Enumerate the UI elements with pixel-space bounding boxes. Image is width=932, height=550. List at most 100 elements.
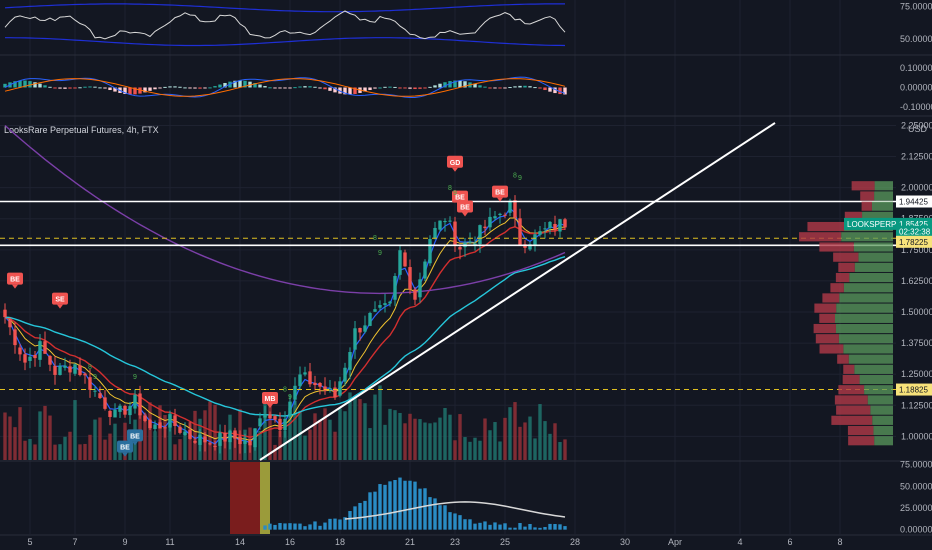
price-pane[interactable]: LooksRare Perpetual Futures, 4h, FTX USD… (0, 122, 928, 461)
volume-profile-bar (854, 364, 893, 374)
lower-indicator-bar (373, 491, 377, 530)
macd-histogram-bar (233, 80, 237, 88)
price-label-box (896, 235, 932, 248)
candle-body (558, 219, 562, 232)
macd-histogram-bar (373, 87, 377, 89)
candle-body (263, 414, 267, 418)
volume-bar (303, 435, 307, 460)
macd-pane[interactable]: 0.10000 0.00000 -0.10000 (3, 63, 932, 112)
volume-bar (373, 394, 377, 460)
oscillator-pane[interactable]: 75.00000 50.00000 (4, 2, 932, 47)
lower-indicator-bar (393, 480, 397, 530)
volume-bar (158, 405, 162, 460)
volume-bar (348, 392, 352, 460)
macd-histogram-bar (258, 84, 262, 88)
volume-bar (53, 444, 57, 460)
volume-profile-bar (872, 415, 893, 425)
badge-pointer (462, 212, 468, 217)
volume-bar (58, 444, 62, 460)
macd-histogram-bar (238, 80, 242, 88)
lower-indicator-bar (318, 525, 322, 530)
volume-bar (513, 402, 517, 460)
badge-pointer (57, 304, 63, 309)
volume-bar (193, 410, 197, 460)
volume-bar (353, 396, 357, 460)
macd-histogram-bar (493, 87, 497, 89)
sequence-count-label: 8 (448, 185, 452, 192)
price-tick: 1.75000 (901, 245, 932, 255)
price-tick: 2.12500 (901, 152, 932, 162)
macd-histogram-bar (553, 87, 557, 94)
symbol-title: LooksRare Perpetual Futures, 4h, FTX (4, 125, 159, 135)
volume-bar (463, 437, 467, 460)
macd-histogram-bar (338, 87, 342, 94)
candle-body (138, 393, 142, 416)
candle-body (168, 414, 172, 428)
volume-bar (188, 422, 192, 460)
time-tick: 28 (570, 537, 580, 547)
lower-indicator-bar (263, 525, 267, 530)
macd-histogram-bar (263, 86, 267, 88)
volume-bar (23, 440, 27, 460)
lower-indicator-bar (303, 526, 307, 530)
volume-bar (553, 423, 557, 460)
volume-profile-bar (870, 405, 893, 415)
macd-histogram-bar (168, 86, 172, 88)
macd-histogram-bar (413, 87, 417, 90)
oscillator-line (4, 10, 566, 40)
sequence-count-label: 9 (378, 250, 382, 257)
candle-body (273, 416, 277, 420)
time-tick: 7 (72, 537, 77, 547)
candle-body (73, 364, 77, 374)
candle-body (178, 426, 182, 433)
price-axis[interactable]: 2.250002.125002.000001.875001.750001.625… (844, 120, 932, 441)
lower-indicator-tick: 25.00000 (900, 503, 932, 513)
volume-profile-bar (848, 354, 893, 364)
candle-body (368, 313, 372, 326)
badge-box (457, 200, 473, 213)
macd-histogram-bar (253, 82, 257, 88)
lower-indicator-bar (413, 481, 417, 530)
volume-profile-bar (849, 272, 893, 283)
macd-histogram-bar (18, 80, 22, 88)
badge-box (492, 185, 508, 198)
candle-body (228, 430, 232, 443)
volume-profile-bar (851, 181, 875, 191)
candle-body (308, 371, 312, 385)
candle-body (53, 365, 57, 375)
lower-indicator-bar (468, 519, 472, 530)
macd-histogram-bar (98, 87, 102, 89)
volume-bar (383, 424, 387, 460)
candle-body (93, 390, 97, 392)
macd-histogram-bar (538, 87, 542, 89)
candle-body (443, 220, 447, 223)
macd-tick: -0.10000 (900, 102, 932, 112)
volume-bar (333, 431, 337, 460)
sequence-count-label: 8 (283, 387, 287, 394)
candle-body (438, 220, 442, 230)
candle-body (148, 419, 152, 429)
macd-histogram-bar (243, 80, 247, 88)
lower-indicator-bar (433, 498, 437, 530)
volume-bar (98, 417, 102, 460)
ema-purple-line (4, 124, 566, 295)
volume-profile-bar (839, 293, 893, 303)
macd-histogram-bar (123, 87, 127, 95)
candle-body (543, 228, 547, 230)
macd-histogram-bar (113, 87, 117, 92)
volume-bar (368, 428, 372, 460)
candle-body (373, 309, 377, 312)
candle-body (63, 365, 67, 368)
oscillator-tick: 75.00000 (900, 2, 932, 12)
volume-profile-bar (859, 374, 893, 385)
lower-indicator-pane[interactable]: 75.00000 50.00000 25.00000 0.00000 (230, 460, 932, 535)
price-label: 02:32:38 (899, 228, 931, 237)
time-axis[interactable]: 5 7 9 11 14 16 18 21 23 25 28 30 Apr 4 6 8 (27, 537, 842, 547)
volume-bar (458, 414, 462, 460)
volume-bar (68, 431, 72, 460)
volume-profile-bar (837, 354, 849, 364)
candle-body (248, 440, 252, 446)
price-tick: 1.62500 (901, 276, 932, 286)
time-tick: 9 (122, 537, 127, 547)
